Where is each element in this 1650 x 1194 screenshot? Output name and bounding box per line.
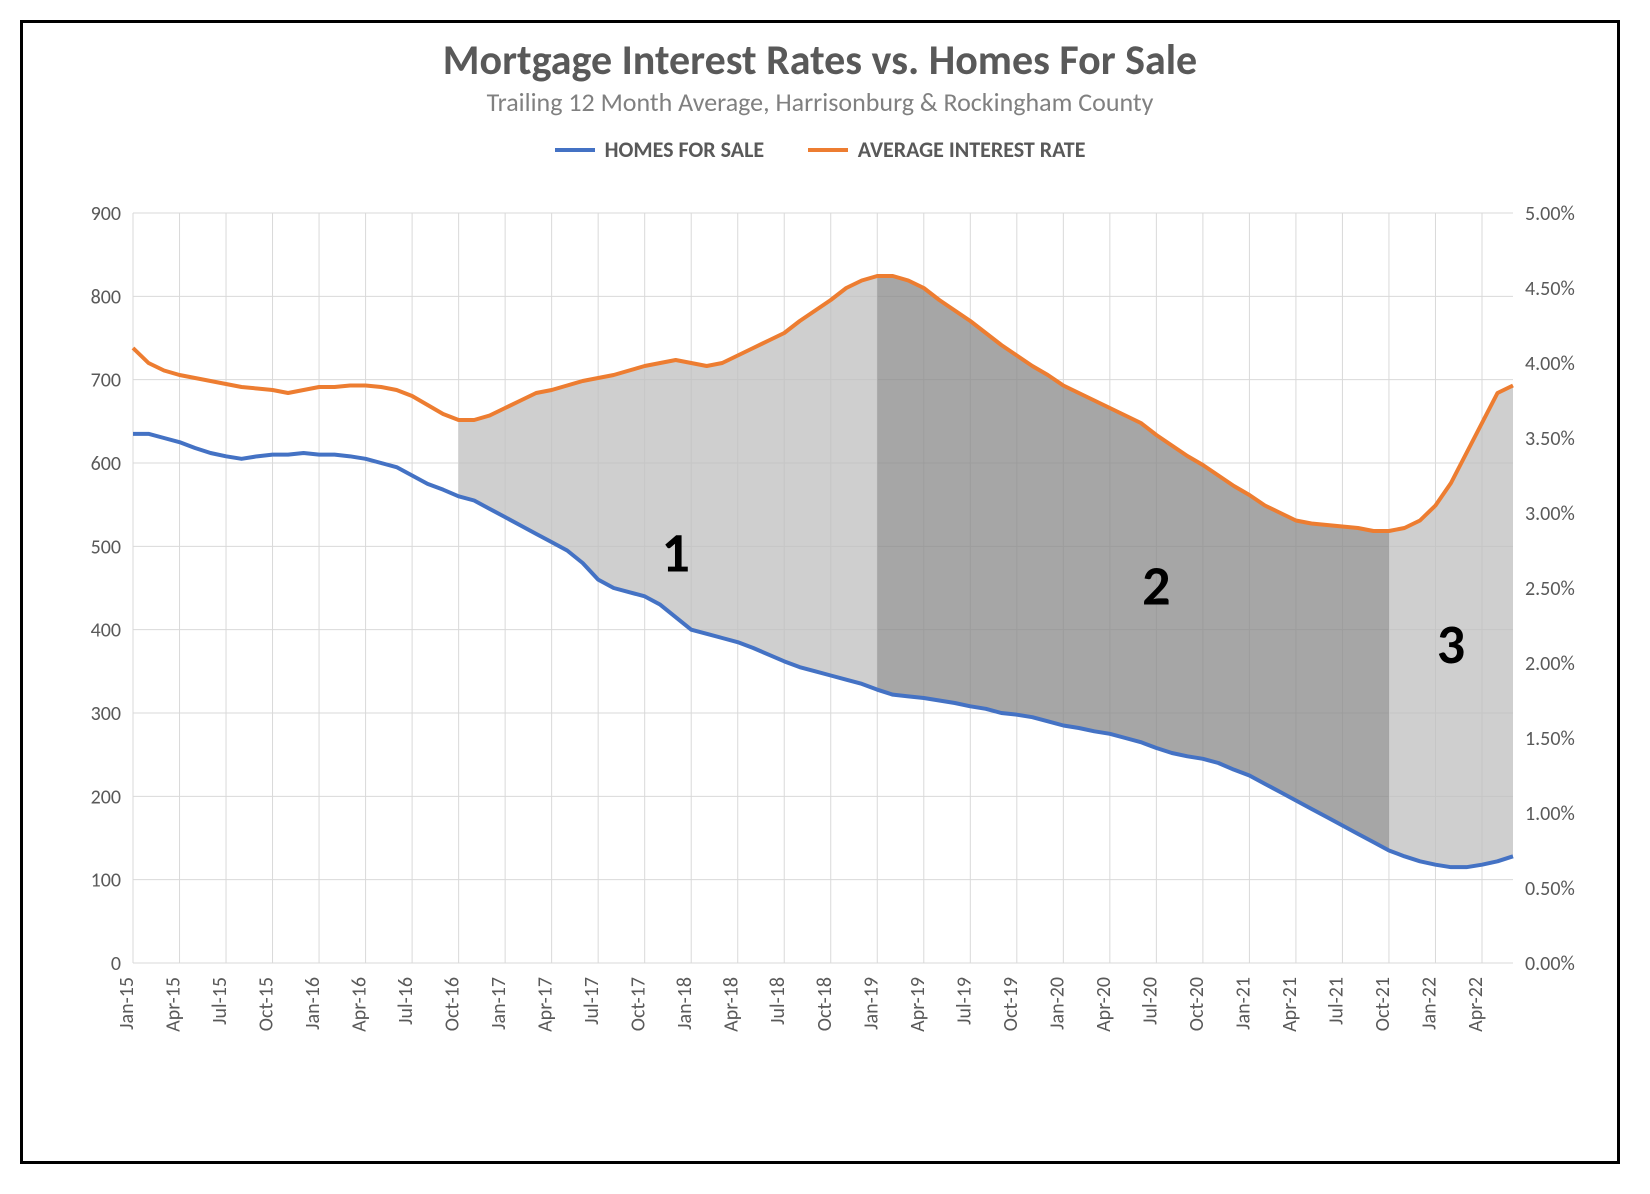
svg-text:Jan-17: Jan-17 [487,977,511,1030]
legend-item-homes: HOMES FOR SALE [555,136,765,163]
svg-text:Oct-21: Oct-21 [1371,977,1395,1031]
svg-text:Jan-19: Jan-19 [859,977,883,1030]
svg-text:Jan-22: Jan-22 [1417,977,1441,1030]
svg-text:Oct-20: Oct-20 [1185,977,1209,1031]
svg-text:Jul-20: Jul-20 [1138,977,1162,1025]
svg-text:Jul-17: Jul-17 [580,977,604,1025]
chart-legend: HOMES FOR SALE AVERAGE INTEREST RATE [23,136,1617,163]
svg-text:100: 100 [91,869,121,893]
svg-text:Oct-18: Oct-18 [813,977,837,1031]
legend-item-rate: AVERAGE INTEREST RATE [808,136,1086,163]
svg-text:Jul-16: Jul-16 [394,977,418,1025]
chart-subtitle: Trailing 12 Month Average, Harrisonburg … [23,86,1617,118]
svg-text:Apr-15: Apr-15 [162,977,186,1032]
svg-text:0.50%: 0.50% [1525,877,1575,901]
svg-text:Apr-16: Apr-16 [348,977,372,1032]
svg-text:Apr-21: Apr-21 [1278,977,1302,1032]
svg-text:4.50%: 4.50% [1525,277,1575,301]
chart-container: Mortgage Interest Rates vs. Homes For Sa… [20,20,1620,1164]
svg-text:0.00%: 0.00% [1525,952,1575,976]
svg-text:Apr-20: Apr-20 [1092,977,1116,1032]
svg-text:Jan-21: Jan-21 [1231,977,1255,1030]
chart-title: Mortgage Interest Rates vs. Homes For Sa… [23,35,1617,86]
svg-text:3: 3 [1437,611,1465,679]
svg-text:2.00%: 2.00% [1525,652,1575,676]
svg-text:Oct-17: Oct-17 [627,977,651,1031]
svg-text:Jul-19: Jul-19 [952,977,976,1025]
svg-text:1.50%: 1.50% [1525,727,1575,751]
svg-text:Apr-18: Apr-18 [720,977,744,1032]
svg-text:200: 200 [91,785,121,809]
svg-text:Apr-19: Apr-19 [906,977,930,1032]
svg-text:Oct-15: Oct-15 [255,977,279,1031]
svg-text:Jan-15: Jan-15 [115,977,139,1030]
svg-text:Apr-22: Apr-22 [1464,977,1488,1032]
svg-text:Jul-21: Jul-21 [1324,977,1348,1025]
legend-label-homes: HOMES FOR SALE [605,136,765,163]
legend-label-rate: AVERAGE INTEREST RATE [858,136,1086,163]
svg-text:Jan-18: Jan-18 [673,977,697,1030]
svg-text:800: 800 [91,285,121,309]
svg-text:1: 1 [662,519,690,587]
svg-text:700: 700 [91,369,121,393]
svg-text:Jul-18: Jul-18 [766,977,790,1025]
svg-text:1.00%: 1.00% [1525,802,1575,826]
svg-text:Oct-16: Oct-16 [441,977,465,1031]
svg-text:Oct-19: Oct-19 [999,977,1023,1031]
svg-text:3.00%: 3.00% [1525,502,1575,526]
svg-text:5.00%: 5.00% [1525,202,1575,226]
chart-plot: 1 2 3 0 100 200 300 400 500 600 700 800 900 0.00% 0.50… [23,173,1623,1167]
svg-text:Jan-16: Jan-16 [301,977,325,1030]
svg-text:500: 500 [91,535,121,559]
svg-text:Jan-20: Jan-20 [1045,977,1069,1030]
svg-text:2.50%: 2.50% [1525,577,1575,601]
svg-text:Jul-15: Jul-15 [208,977,232,1025]
svg-text:0: 0 [111,952,121,976]
svg-text:900: 900 [91,202,121,226]
svg-text:300: 300 [91,702,121,726]
svg-text:3.50%: 3.50% [1525,427,1575,451]
svg-text:4.00%: 4.00% [1525,352,1575,376]
svg-text:Apr-17: Apr-17 [534,977,558,1032]
legend-swatch-homes [555,148,595,152]
svg-text:2: 2 [1142,553,1170,621]
svg-text:600: 600 [91,452,121,476]
svg-text:400: 400 [91,619,121,643]
legend-swatch-rate [808,148,848,152]
